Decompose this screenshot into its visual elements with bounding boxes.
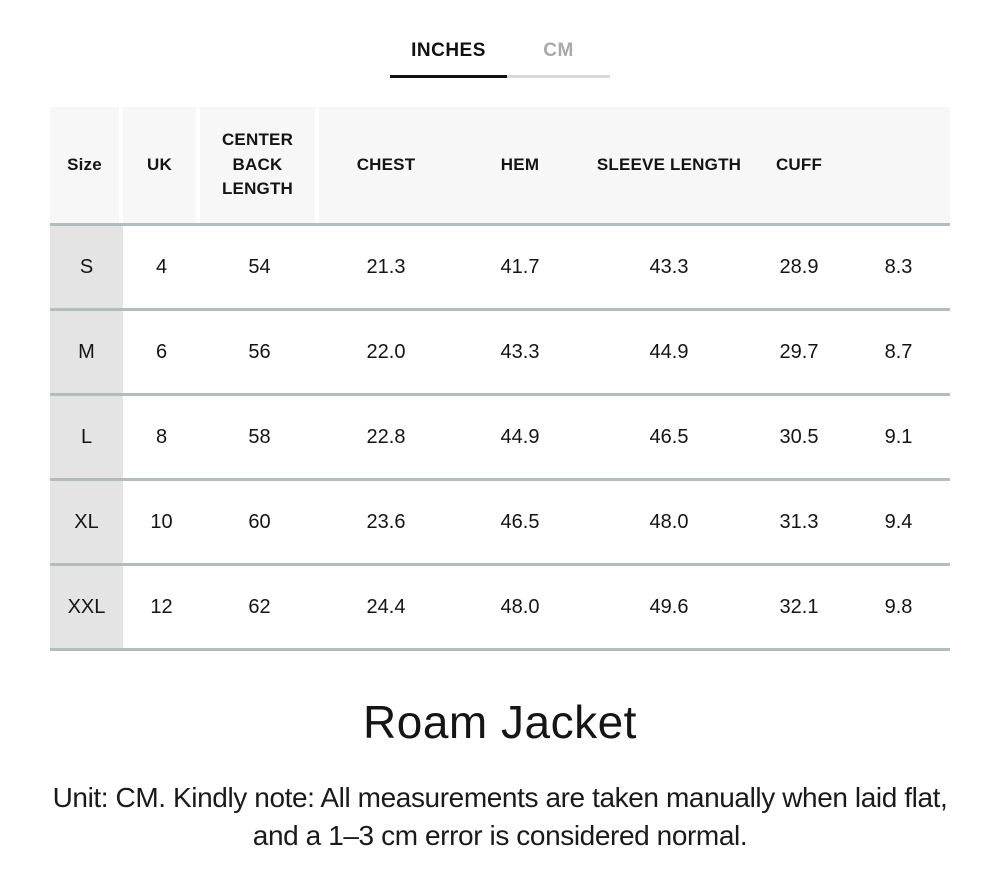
- header-cell-extra: [847, 107, 950, 223]
- table-cell: 48.0: [649, 510, 689, 533]
- table-cell: 30.5: [779, 425, 819, 448]
- header-cell-sleeve-length: SLEEVE LENGTH: [596, 154, 742, 174]
- table-cell: 43.3: [500, 340, 540, 363]
- measurement-note: Unit: CM. Kindly note: All measurements …: [52, 782, 948, 851]
- table-cell: 6: [155, 340, 168, 363]
- table-cell: 22.8: [366, 425, 406, 448]
- header-cell-hem: HEM: [500, 154, 540, 174]
- size-cell: XL: [50, 481, 123, 563]
- table-cell: 22.0: [366, 340, 406, 363]
- header-cell-center-back-length: CENTER BACK LENGTH: [200, 107, 319, 223]
- table-cell: 58: [248, 425, 271, 448]
- table-cell: 41.7: [500, 255, 540, 278]
- table-cell: 10: [150, 510, 173, 533]
- size-chart-page: INCHES CM Size UK CENTER BACK LENGTH CHE…: [0, 34, 1000, 855]
- table-cell: 43.3: [649, 255, 689, 278]
- size-cell: XXL: [50, 566, 123, 648]
- table-cell: 46.5: [649, 425, 689, 448]
- table-cell: 60: [248, 510, 271, 533]
- table-cell: 49.6: [649, 595, 689, 618]
- tab-cm[interactable]: CM: [507, 34, 610, 78]
- table-cell: 24.4: [366, 595, 406, 618]
- size-cell: L: [50, 396, 123, 478]
- table-cell: 8.7: [884, 340, 913, 363]
- table-cell: 44.9: [500, 425, 540, 448]
- size-table: Size UK CENTER BACK LENGTH CHEST HEM SLE…: [50, 107, 950, 651]
- table-cell: 9.4: [884, 510, 913, 533]
- table-row-s: S 4 54 21.3 41.7 43.3 28.9 8.3: [50, 223, 950, 308]
- header-cell-chest: CHEST: [356, 154, 416, 174]
- table-row-xxl: XXL 12 62 24.4 48.0 49.6 32.1 9.8: [50, 563, 950, 648]
- table-cell: 46.5: [500, 510, 540, 533]
- table-cell: 23.6: [366, 510, 406, 533]
- table-row-xl: XL 10 60 23.6 46.5 48.0 31.3 9.4: [50, 478, 950, 563]
- table-cell: 44.9: [649, 340, 689, 363]
- table-cell: 8: [155, 425, 168, 448]
- size-cell: S: [50, 226, 123, 308]
- table-cell: 9.1: [884, 425, 913, 448]
- table-row-m: M 6 56 22.0 43.3 44.9 29.7 8.7: [50, 308, 950, 393]
- table-cell: 29.7: [779, 340, 819, 363]
- tab-inches[interactable]: INCHES: [390, 34, 507, 78]
- table-cell: 32.1: [779, 595, 819, 618]
- table-cell: 62: [248, 595, 271, 618]
- table-row-l: L 8 58 22.8 44.9 46.5 30.5 9.1: [50, 393, 950, 478]
- table-cell: 8.3: [884, 255, 913, 278]
- table-cell: 56: [248, 340, 271, 363]
- table-cell: 28.9: [779, 255, 819, 278]
- header-cell-uk: UK: [123, 107, 200, 223]
- header-cell-size: Size: [50, 107, 123, 223]
- header-cell-cuff: CUFF: [775, 154, 823, 174]
- table-cell: 9.8: [884, 595, 913, 618]
- table-cell: 4: [155, 255, 168, 278]
- table-cell: 31.3: [779, 510, 819, 533]
- product-title: Roam Jacket: [363, 696, 637, 748]
- table-cell: 48.0: [500, 595, 540, 618]
- table-cell: 21.3: [366, 255, 406, 278]
- table-cell: 54: [248, 255, 271, 278]
- unit-tabs: INCHES CM: [0, 34, 1000, 78]
- size-cell: M: [50, 311, 123, 393]
- table-cell: 12: [150, 595, 173, 618]
- size-table-header: Size UK CENTER BACK LENGTH CHEST HEM SLE…: [50, 107, 950, 223]
